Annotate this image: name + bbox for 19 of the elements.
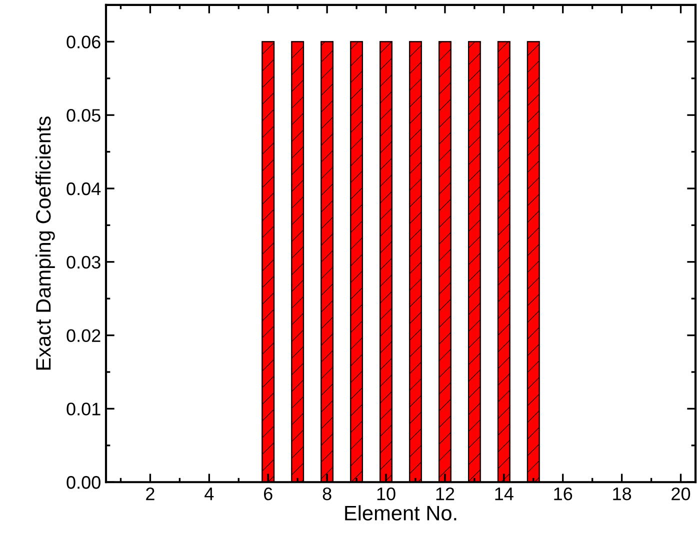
x-tick-label: 18 xyxy=(613,487,632,500)
y-tick-label: 0.01 xyxy=(66,402,100,416)
x-tick-label: 10 xyxy=(377,487,396,500)
x-tick-label: 20 xyxy=(672,487,690,500)
x-tick-label: 16 xyxy=(554,487,572,500)
y-tick-label: 0.05 xyxy=(66,109,100,122)
x-tick-label: 4 xyxy=(204,488,214,500)
y-tick-label: 0.06 xyxy=(66,36,100,48)
y-tick-label: 0.00 xyxy=(66,476,100,489)
y-tick-label: 0.02 xyxy=(66,329,100,342)
y-axis-title: Exact Damping Coefficients xyxy=(35,116,55,370)
y-tick-label: 0.03 xyxy=(66,256,100,269)
x-tick-label: 6 xyxy=(264,487,272,500)
x-tick-label: 12 xyxy=(436,487,454,500)
x-axis-title: Element No. xyxy=(345,505,456,521)
x-tick-label: 8 xyxy=(322,487,332,500)
x-tick-label: 2 xyxy=(146,487,154,500)
y-tick-label: 0.04 xyxy=(66,182,101,196)
x-tick-label: 14 xyxy=(495,488,514,500)
